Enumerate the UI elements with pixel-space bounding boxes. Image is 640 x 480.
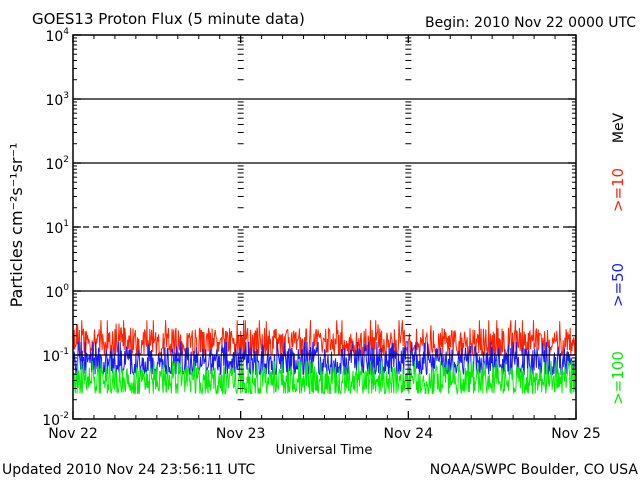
series-layer [72,320,577,396]
y-tick-exponent: 1 [63,219,69,229]
y-tick-exponent: 2 [63,155,69,165]
legend-entry: >=10 [609,168,627,212]
x-tick-label: Nov 25 [551,426,601,442]
y-tick-label: 102 [45,155,69,173]
credit-label: NOAA/SWPC Boulder, CO USA [430,462,639,478]
series-line-3 [72,360,577,396]
y-tick-label: 101 [45,219,69,237]
x-tick-label: Nov 22 [48,426,98,442]
y-tick-base: 10 [45,157,63,173]
legend-entry: >=50 [609,263,627,307]
y-tick-base: 10 [45,29,63,45]
legend: MeV >=10 >=50 >=100 [609,112,627,404]
legend-entry: >=100 [609,351,627,405]
y-axis-label: Particles cm⁻²s⁻¹sr⁻¹ [7,143,26,308]
plot-frame [72,34,577,420]
threshold-lines [73,98,576,356]
y-tick-exponent: -1 [60,347,69,357]
y-tick-exponent: 0 [63,283,69,293]
begin-time-label: Begin: 2010 Nov 22 0000 UTC [425,15,636,31]
x-tick-labels: Nov 22 Nov 23 Nov 24 Nov 25 [48,426,601,442]
y-tick-label: 103 [45,91,69,109]
y-tick-base: 10 [45,221,63,237]
y-tick-base: 10 [45,285,63,301]
x-tick-label: Nov 23 [216,426,266,442]
y-tick-base: 10 [42,413,60,429]
x-axis-label: Universal Time [276,443,373,458]
y-tick-base: 10 [45,93,63,109]
y-tick-base: 10 [42,349,60,365]
y-tick-label: 10-2 [42,411,69,429]
y-tick-label: 10-1 [42,347,69,365]
y-tick-exponent: 3 [63,91,69,101]
y-tick-exponent: -2 [60,411,69,421]
chart-title: GOES13 Proton Flux (5 minute data) [32,10,305,28]
y-tick-exponent: 4 [63,27,69,37]
y-tick-label: 100 [45,283,69,301]
series-line-1 [72,320,577,357]
x-tick-label: Nov 24 [384,426,434,442]
y-tick-label: 104 [45,27,69,45]
updated-timestamp: Updated 2010 Nov 24 23:56:11 UTC [2,462,255,478]
legend-unit: MeV [611,112,627,143]
